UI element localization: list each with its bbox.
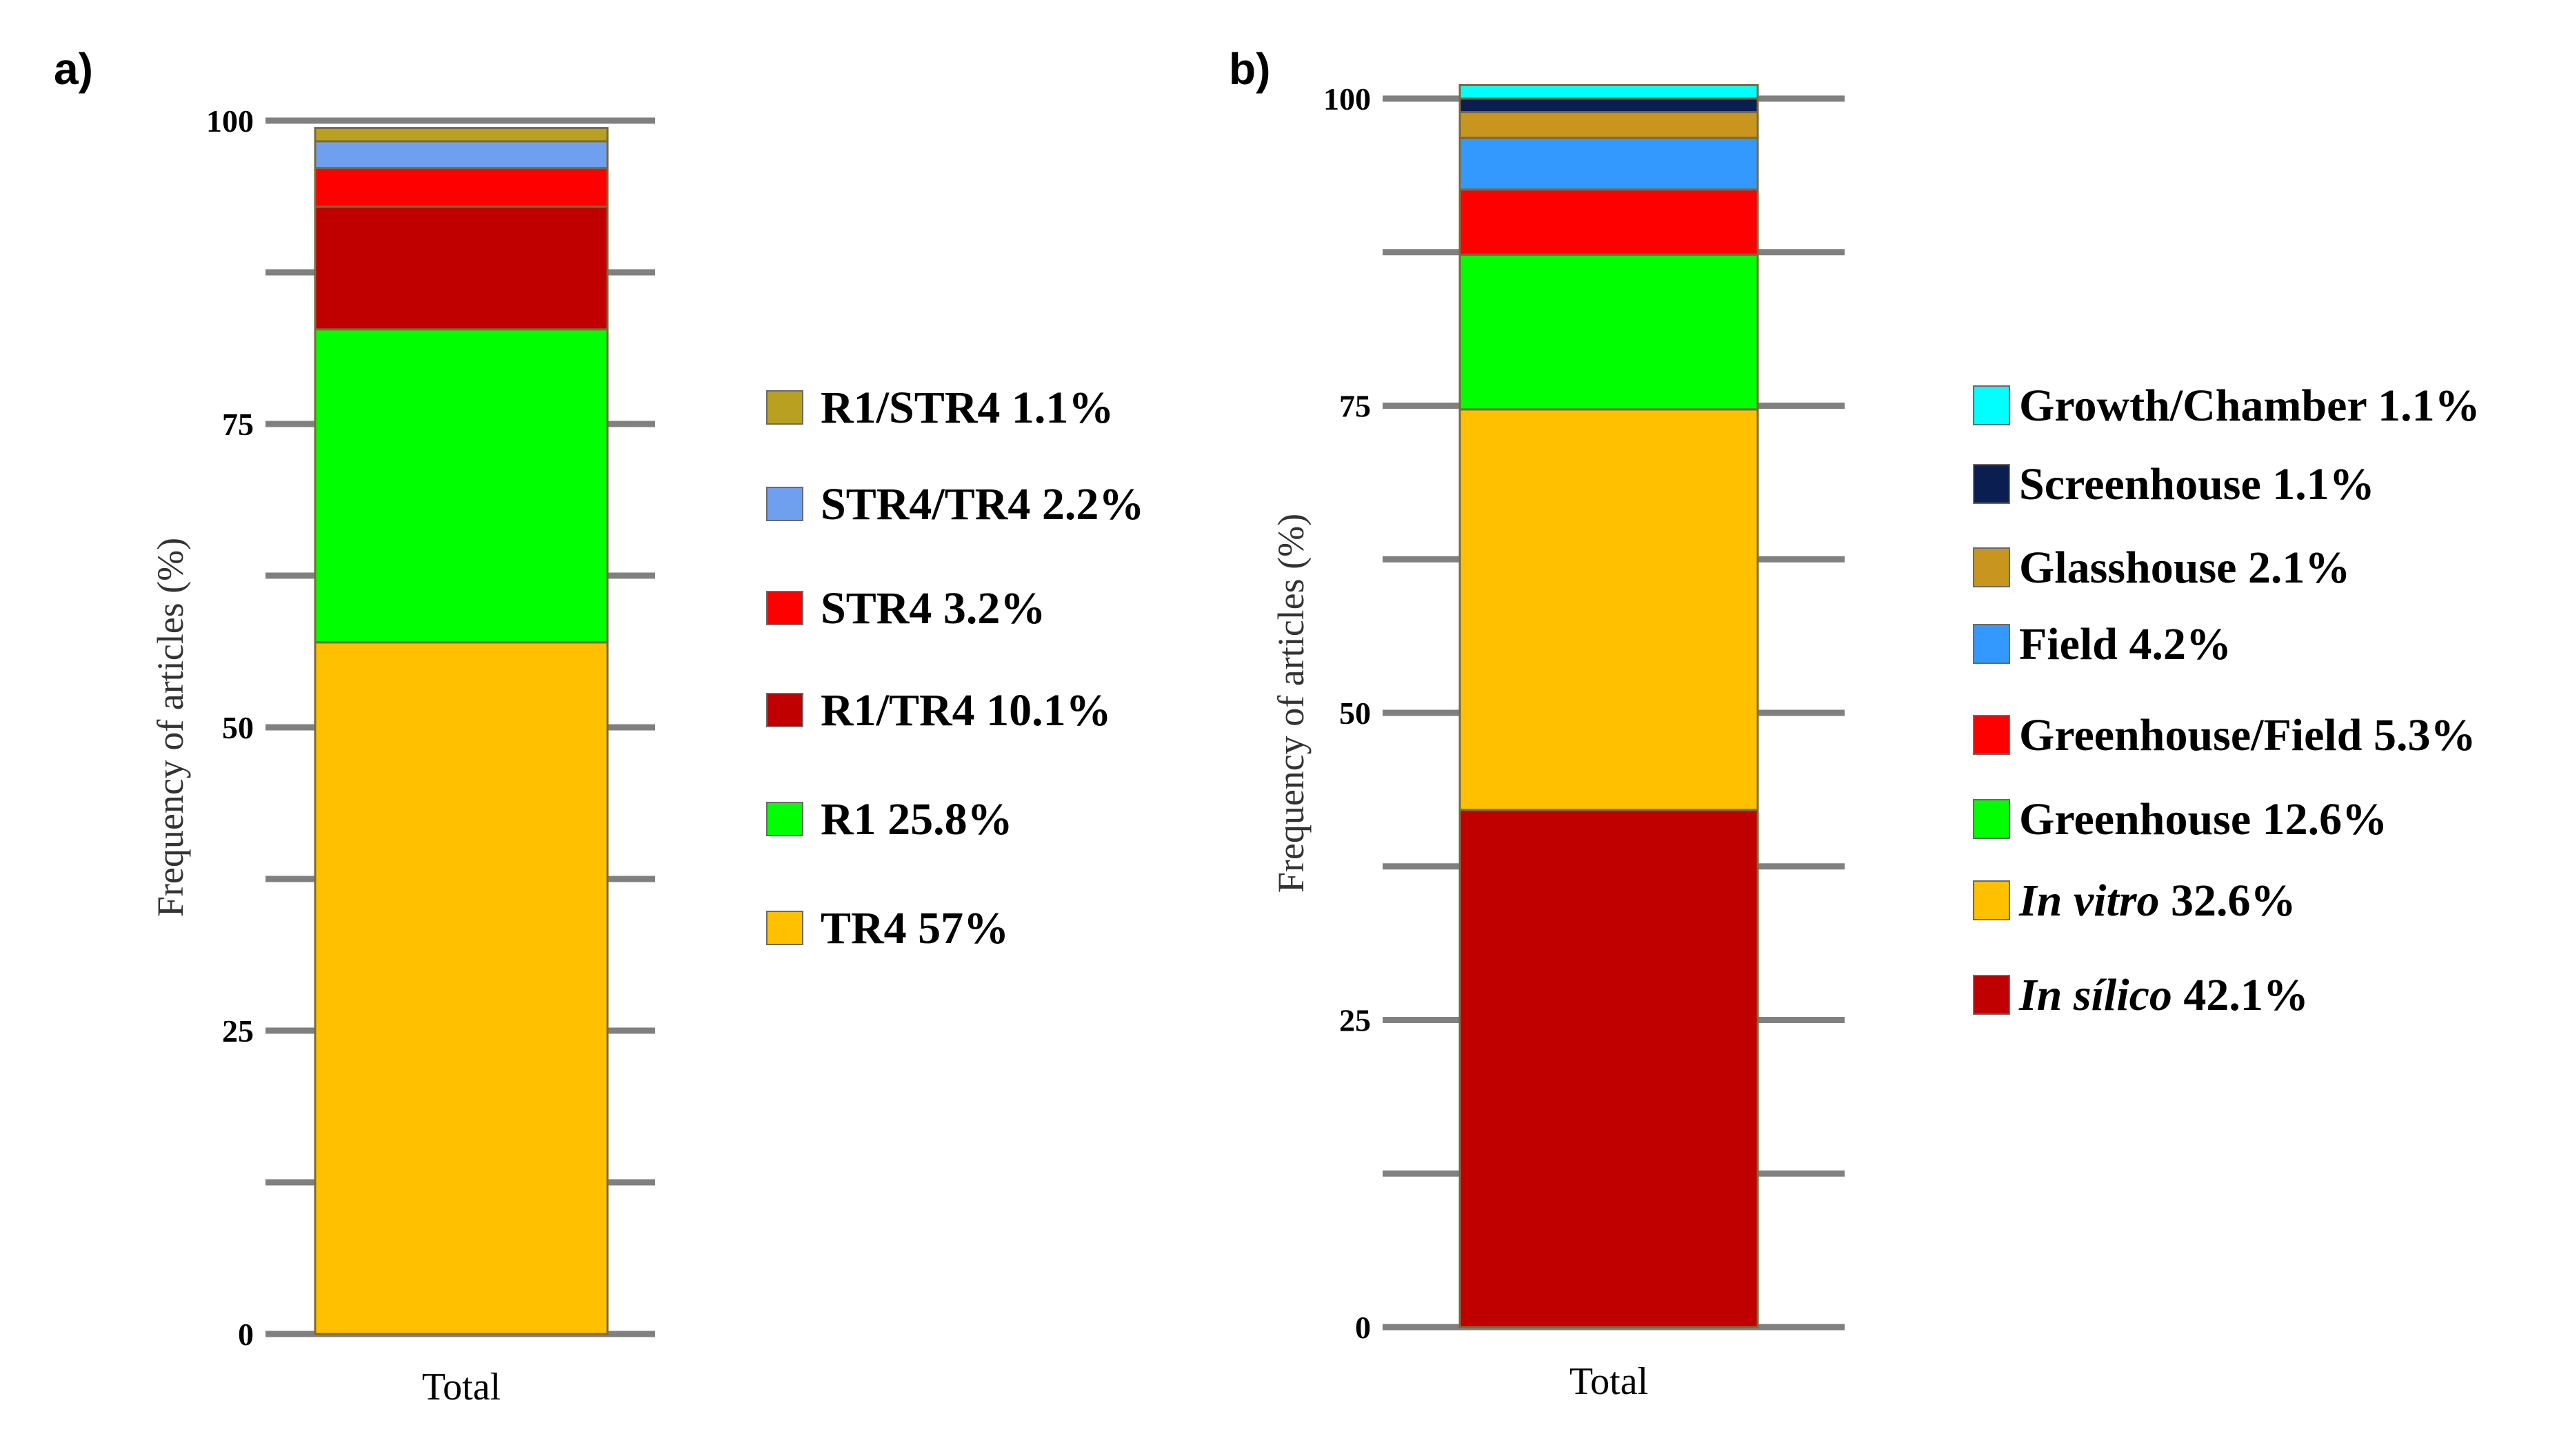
panel-a-legend-label: R1 25.8% xyxy=(821,794,1013,845)
panel-a-bar-str4 xyxy=(314,167,609,208)
panel-b-legend-item: Greenhouse/Field 5.3% xyxy=(1973,710,2476,760)
panel-a-legend-swatch-r1-str4 xyxy=(766,390,803,425)
panel-b-legend-item: Greenhouse 12.6% xyxy=(1973,794,2387,845)
panel-b-bar-growth-chamber xyxy=(1458,83,1759,100)
panel-b-legend-swatch-greenhouse-field xyxy=(1973,715,2010,755)
panel-a-ytick-label: 50 xyxy=(222,710,254,745)
panel-b-bar-glasshouse xyxy=(1458,111,1759,139)
panel-b-bar-in-vitro xyxy=(1458,408,1759,811)
panel-a-bar-str4-tr4 xyxy=(314,140,609,170)
panel-b-legend-item: Field 4.2% xyxy=(1973,619,2231,669)
panel-b-legend-swatch-in-vitro xyxy=(1973,880,2010,920)
panel-a-bar-r1-str4 xyxy=(314,127,609,143)
panel-a-legend-swatch-r1-tr4 xyxy=(766,693,803,727)
panel-a-legend-label: STR4 3.2% xyxy=(821,583,1045,634)
panel-a-legend-swatch-str4-tr4 xyxy=(766,487,803,521)
panel-b-legend-swatch-field xyxy=(1973,624,2010,664)
panel-a-legend-item: STR4/TR4 2.2% xyxy=(766,479,1144,529)
panel-b-category-label: Total xyxy=(1569,1360,1648,1403)
panel-b-legend-label: Glasshouse 2.1% xyxy=(2019,543,2350,593)
panel-a-ylabel: Frequency of articles (%) xyxy=(150,538,191,917)
panel-b-legend-swatch-growth-chamber xyxy=(1973,385,2010,425)
panel-b-chart: b) 0 25 50 75 100 Frequency of articles (%) Tot… xyxy=(1229,44,2480,1403)
panel-b-legend-label: Screenhouse 1.1% xyxy=(2019,459,2375,509)
panel-b-ylabel: Frequency of articles (%) xyxy=(1270,514,1312,893)
panel-b-bar-greenhouse-field xyxy=(1458,188,1759,256)
panel-b-ytick-label: 100 xyxy=(1323,81,1371,117)
panel-b-legend-label: Growth/Chamber 1.1% xyxy=(2019,381,2480,431)
panel-b-ytick-label: 50 xyxy=(1339,696,1371,731)
panel-a-ytick-label: 100 xyxy=(206,103,254,139)
panel-b-ytick-label: 0 xyxy=(1355,1310,1371,1345)
panel-a-legend-item: STR4 3.2% xyxy=(766,583,1045,634)
panel-b-legend-item: In sílico 42.1% xyxy=(1973,970,2309,1020)
panel-a-bar-tr4 xyxy=(314,641,609,1335)
panel-a-legend-item: R1/STR4 1.1% xyxy=(766,383,1114,433)
panel-b-bar-in-s-lico xyxy=(1458,809,1759,1328)
panel-b-legend-item: Screenhouse 1.1% xyxy=(1973,459,2375,509)
panel-a-ytick-label: 75 xyxy=(222,407,254,442)
panel-a-category-label: Total xyxy=(422,1366,501,1408)
panel-a-legend-label: STR4/TR4 2.2% xyxy=(821,479,1144,529)
panel-a-legend-item: TR4 57% xyxy=(766,903,1009,953)
panel-b-legend-label: Greenhouse/Field 5.3% xyxy=(2019,710,2476,760)
panel-b-legend-swatch-greenhouse xyxy=(1973,799,2010,839)
panel-b-bar-field xyxy=(1458,136,1759,191)
panel-b-legend-swatch-screenhouse xyxy=(1973,464,2010,504)
panel-b-ytick-label: 75 xyxy=(1339,389,1371,424)
panel-a-ytick-label: 0 xyxy=(238,1317,254,1352)
panel-a-legend-label: TR4 57% xyxy=(821,903,1009,953)
panel-a-legend-swatch-tr4 xyxy=(766,911,803,945)
panel-a-bar-r1 xyxy=(314,328,609,644)
panel-b-legend-item: In vitro 32.6% xyxy=(1973,876,2296,926)
panel-a-label: a) xyxy=(54,44,93,94)
panel-a-legend-item: R1/TR4 10.1% xyxy=(766,685,1112,736)
panel-b-legend-label: Field 4.2% xyxy=(2019,619,2231,669)
panel-b-legend-swatch-glasshouse xyxy=(1973,547,2010,587)
panel-b-legend-swatch-in-s-lico xyxy=(1973,975,2010,1015)
panel-a-bar-r1-tr4 xyxy=(314,205,609,331)
panel-a-chart: a) 0 25 50 75 100 Frequency of articles (%) Tot… xyxy=(54,44,1144,1408)
panel-a-legend-label: R1/STR4 1.1% xyxy=(821,383,1114,433)
panel-a-legend-swatch-r1 xyxy=(766,802,803,836)
panel-b-legend-item: Glasshouse 2.1% xyxy=(1973,543,2350,593)
panel-a-legend-item: R1 25.8% xyxy=(766,794,1013,845)
panel-b-bar-greenhouse xyxy=(1458,253,1759,411)
panel-b-legend-label: In sílico 42.1% xyxy=(2018,970,2309,1020)
panel-a-legend-label: R1/TR4 10.1% xyxy=(821,685,1112,736)
panel-a-ytick-label: 25 xyxy=(222,1013,254,1049)
panel-b-legend-label: In vitro 32.6% xyxy=(2018,876,2296,926)
panel-a-legend-swatch-str4 xyxy=(766,591,803,625)
panel-b-legend-item: Growth/Chamber 1.1% xyxy=(1973,381,2480,431)
panel-b-label: b) xyxy=(1229,44,1270,94)
panel-b-ytick-label: 25 xyxy=(1339,1003,1371,1038)
panel-b-bar-screenhouse xyxy=(1458,97,1759,114)
panel-b-legend-label: Greenhouse 12.6% xyxy=(2019,794,2387,845)
